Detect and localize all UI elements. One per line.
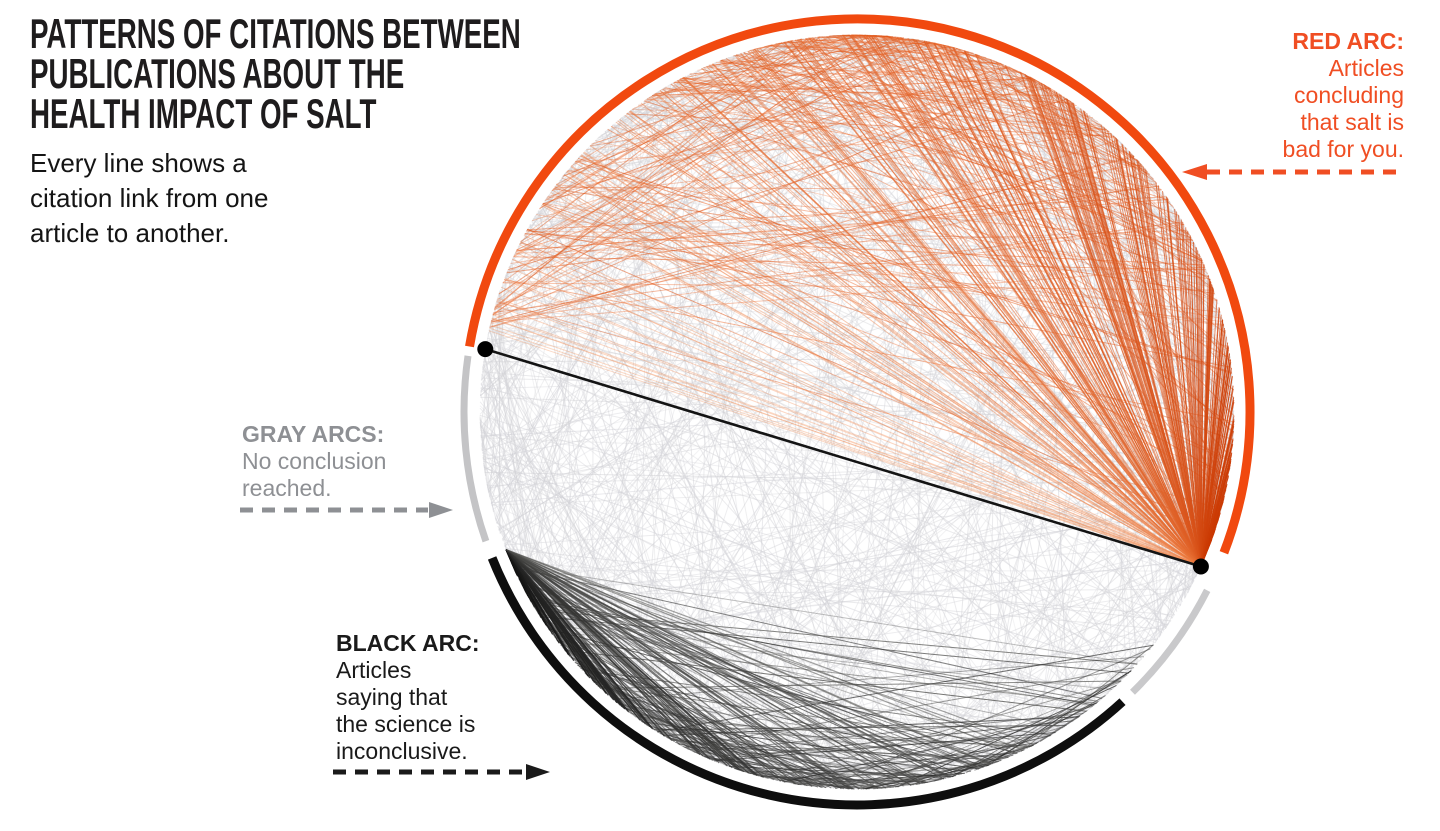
red-arc bbox=[465, 14, 1255, 555]
subtitle-line: article to another. bbox=[30, 218, 230, 248]
gray-arcs-heading: GRAY ARCS: bbox=[242, 421, 385, 447]
black-arrow-head-icon bbox=[526, 764, 550, 780]
red-arrow-head-icon bbox=[1182, 164, 1207, 180]
page-title-text: PATTERNS OF CITATIONS BETWEEN PUBLICATIO… bbox=[30, 10, 545, 137]
subtitle-line: Every line shows a bbox=[30, 148, 247, 178]
annotation-line: reached. bbox=[242, 475, 332, 501]
annotation-line: No conclusion bbox=[242, 448, 387, 474]
black-arc-annotation: BLACK ARC: Articles saying that the scie… bbox=[336, 630, 480, 765]
red-arc-arrow bbox=[1182, 164, 1404, 180]
title-line: PUBLICATIONS ABOUT THE bbox=[30, 50, 405, 97]
annotation-line: concluding bbox=[1294, 82, 1404, 108]
black-arc-arrow bbox=[333, 764, 550, 780]
subtitle-line: citation link from one bbox=[30, 183, 269, 213]
gray-arc-right bbox=[1130, 588, 1211, 695]
hub-node bbox=[1192, 558, 1209, 575]
source-node bbox=[477, 341, 494, 358]
main-citation-link bbox=[484, 347, 1202, 568]
gray-arcs-annotation: GRAY ARCS: No conclusion reached. bbox=[242, 421, 386, 502]
chart-subtitle: Every line shows a citation link from on… bbox=[30, 146, 268, 251]
annotation-line: Articles bbox=[336, 657, 412, 683]
annotation-line: saying that bbox=[336, 684, 448, 710]
red-arc-annotation: RED ARC: Articles concluding that salt i… bbox=[1134, 28, 1404, 163]
red-arc-heading: RED ARC: bbox=[1292, 28, 1404, 54]
annotation-line: Articles bbox=[1328, 55, 1404, 81]
annotation-line: that salt is bbox=[1300, 109, 1404, 135]
annotation-line: bad for you. bbox=[1282, 136, 1404, 162]
annotation-line: the science is bbox=[336, 711, 476, 737]
black-arc-heading: BLACK ARC: bbox=[336, 630, 480, 656]
gray-arcs-arrow bbox=[240, 502, 453, 518]
title-line: PATTERNS OF CITATIONS BETWEEN bbox=[30, 10, 521, 57]
annotation-line: inconclusive. bbox=[336, 738, 468, 764]
gray-arrow-head-icon bbox=[429, 502, 453, 518]
gray-arc-left bbox=[460, 355, 490, 543]
black-arc bbox=[487, 556, 1126, 810]
page-title: PATTERNS OF CITATIONS BETWEEN PUBLICATIO… bbox=[30, 10, 810, 137]
title-line: HEALTH IMPACT OF SALT bbox=[30, 90, 377, 137]
